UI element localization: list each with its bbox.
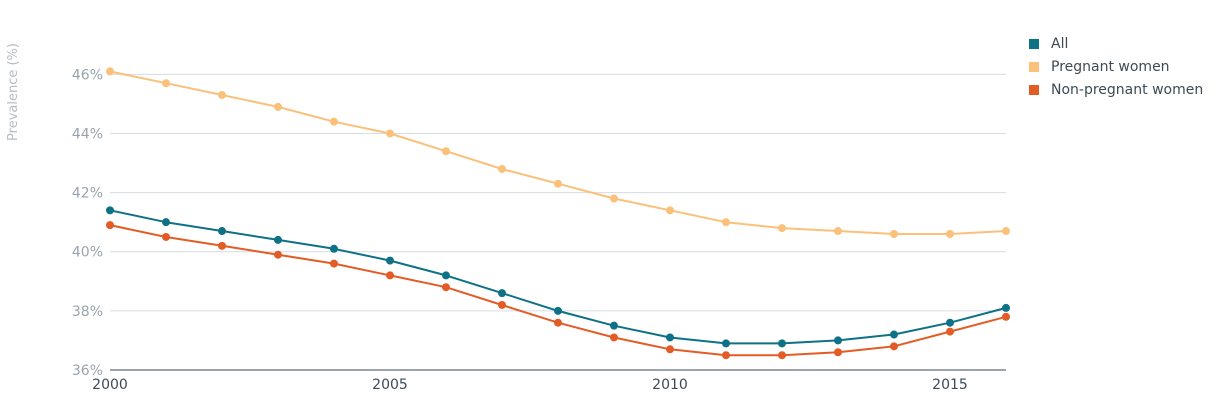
- data-point[interactable]: [834, 348, 842, 357]
- gridlines: [110, 73, 1006, 312]
- y-tick-label: 36%: [72, 363, 103, 379]
- legend-swatch: [1029, 84, 1039, 95]
- data-point[interactable]: [498, 164, 506, 173]
- legend-item[interactable]: All: [1029, 32, 1203, 55]
- data-point[interactable]: [386, 129, 394, 138]
- series-lines: [106, 67, 1010, 360]
- data-point[interactable]: [274, 235, 282, 244]
- data-point[interactable]: [162, 79, 170, 88]
- data-point[interactable]: [162, 218, 170, 227]
- data-point[interactable]: [890, 230, 898, 238]
- x-tick-label: 2005: [372, 377, 408, 393]
- data-point[interactable]: [330, 244, 338, 253]
- data-point[interactable]: [666, 206, 674, 215]
- data-point[interactable]: [778, 224, 786, 233]
- legend-swatch: [1029, 61, 1039, 72]
- y-tick-label: 38%: [72, 304, 103, 320]
- data-point[interactable]: [834, 227, 842, 236]
- y-tick-label: 44%: [72, 126, 103, 142]
- data-point[interactable]: [1002, 227, 1010, 236]
- data-point[interactable]: [386, 256, 394, 265]
- data-point[interactable]: [498, 300, 506, 309]
- legend-swatch: [1029, 38, 1039, 49]
- data-point[interactable]: [1002, 303, 1010, 312]
- series-non-pregnant-women: [106, 221, 1010, 360]
- data-point[interactable]: [722, 339, 730, 348]
- data-point[interactable]: [610, 333, 618, 342]
- data-point[interactable]: [1002, 312, 1010, 321]
- legend-item[interactable]: Pregnant women: [1029, 55, 1203, 78]
- data-point[interactable]: [666, 345, 674, 354]
- legend-item[interactable]: Non-pregnant women: [1029, 78, 1203, 101]
- data-point[interactable]: [442, 283, 450, 292]
- series-all: [106, 206, 1010, 348]
- y-tick-label: 40%: [72, 245, 103, 261]
- legend-label: Pregnant women: [1051, 58, 1170, 75]
- data-point[interactable]: [274, 250, 282, 259]
- data-point[interactable]: [386, 271, 394, 280]
- data-point[interactable]: [106, 221, 114, 230]
- y-axis-label: Prevalence (%): [6, 43, 21, 141]
- data-point[interactable]: [106, 206, 114, 215]
- data-point[interactable]: [274, 102, 282, 111]
- y-tick-label: 46%: [72, 67, 103, 83]
- data-point[interactable]: [778, 339, 786, 348]
- data-point[interactable]: [890, 342, 898, 351]
- legend-label: Non-pregnant women: [1051, 81, 1204, 98]
- data-point[interactable]: [610, 321, 618, 330]
- data-point[interactable]: [554, 318, 562, 327]
- data-point[interactable]: [554, 179, 562, 188]
- data-point[interactable]: [778, 351, 786, 360]
- legend-label: All: [1051, 35, 1069, 52]
- data-point[interactable]: [834, 336, 842, 345]
- data-point[interactable]: [666, 333, 674, 342]
- series-line: [109, 70, 1007, 235]
- data-point[interactable]: [330, 117, 338, 126]
- series-pregnant-women: [106, 67, 1010, 238]
- data-point[interactable]: [946, 318, 954, 327]
- data-point[interactable]: [722, 218, 730, 227]
- data-point[interactable]: [442, 147, 450, 156]
- x-tick-label: 2000: [92, 377, 128, 393]
- data-point[interactable]: [554, 306, 562, 315]
- y-axis-ticks: 36% 38% 40% 42% 44% 46%: [72, 67, 103, 379]
- data-point[interactable]: [890, 330, 898, 339]
- data-point[interactable]: [722, 351, 730, 360]
- x-tick-label: 2015: [932, 377, 968, 393]
- data-point[interactable]: [218, 227, 226, 236]
- series-line: [109, 224, 1007, 357]
- data-point[interactable]: [106, 67, 114, 76]
- data-point[interactable]: [162, 232, 170, 241]
- data-point[interactable]: [442, 271, 450, 280]
- x-axis: 2000 2005 2010 2015: [92, 369, 1006, 393]
- x-tick-label: 2010: [652, 377, 688, 393]
- data-point[interactable]: [218, 241, 226, 250]
- data-point[interactable]: [946, 230, 954, 238]
- data-point[interactable]: [498, 289, 506, 298]
- y-tick-label: 42%: [72, 186, 103, 202]
- data-point[interactable]: [330, 259, 338, 268]
- data-point[interactable]: [610, 194, 618, 203]
- legend: All Pregnant women Non-pregnant women: [1029, 32, 1203, 101]
- data-point[interactable]: [218, 91, 226, 100]
- data-point[interactable]: [946, 327, 954, 336]
